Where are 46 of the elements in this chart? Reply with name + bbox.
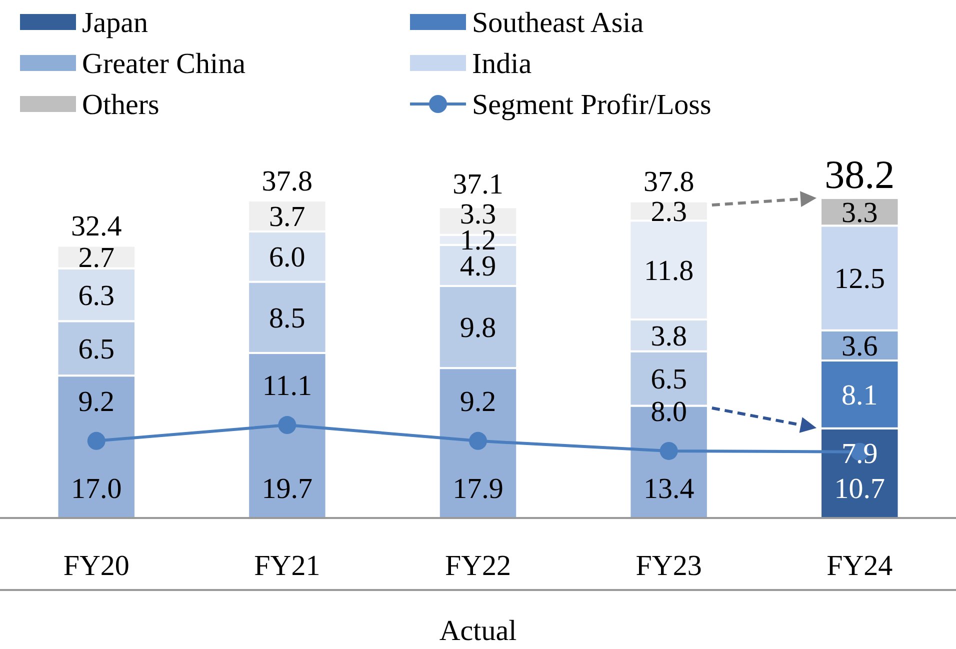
data-label: 10.7 xyxy=(834,473,886,505)
data-label: 2.7 xyxy=(78,242,114,274)
data-label: 3.6 xyxy=(842,330,878,362)
x-tick-label: FY22 xyxy=(444,550,512,582)
data-label: 3.7 xyxy=(269,201,306,234)
point xyxy=(660,442,678,460)
data-label: 8.5 xyxy=(269,302,306,334)
data-label: 6.0 xyxy=(269,242,306,274)
x-axis-title: Actual xyxy=(439,615,517,647)
x-tick-label: FY21 xyxy=(254,550,320,582)
x-tick-label: FY20 xyxy=(63,550,130,582)
total-label: 37.8 xyxy=(262,166,313,198)
data-label: 3.8 xyxy=(650,320,687,352)
data-label: 17.9 xyxy=(452,473,504,505)
data-label: 19.7 xyxy=(262,473,313,505)
data-label: 7.9 xyxy=(842,438,878,470)
x-tick-label: FY23 xyxy=(636,550,702,582)
data-label: 11.8 xyxy=(644,255,694,288)
data-label: 3.3 xyxy=(842,196,878,229)
total-label: 38.2 xyxy=(824,152,895,197)
legend-label: Japan xyxy=(82,7,149,39)
point xyxy=(278,416,296,434)
total-label: 37.1 xyxy=(452,168,504,200)
data-label: 9.2 xyxy=(78,386,114,418)
legend-label: Others xyxy=(82,89,160,121)
point xyxy=(469,432,487,450)
data-label: 17.0 xyxy=(70,473,122,505)
data-label: 2.3 xyxy=(650,196,687,228)
data-label: 6.5 xyxy=(78,333,114,366)
legend-label: Greater China xyxy=(82,48,246,80)
data-label: 12.5 xyxy=(834,263,886,295)
x-tick-label: FY24 xyxy=(826,550,894,582)
total-label: 37.8 xyxy=(643,166,694,198)
data-label: 13.4 xyxy=(643,473,695,505)
data-label: 8.0 xyxy=(650,396,687,428)
legend-label: Southeast Asia xyxy=(472,7,644,39)
total-label: 32.4 xyxy=(70,210,122,243)
point xyxy=(87,432,106,450)
legend-label: India xyxy=(472,48,532,80)
data-label: 11.1 xyxy=(262,370,312,402)
data-label: 9.2 xyxy=(460,386,496,418)
data-label: 8.1 xyxy=(842,379,878,412)
data-label: 9.8 xyxy=(460,312,496,344)
data-label: 6.3 xyxy=(78,280,114,312)
legend-label: Segment Profir/Loss xyxy=(472,89,712,121)
data-label: 6.5 xyxy=(650,364,687,396)
